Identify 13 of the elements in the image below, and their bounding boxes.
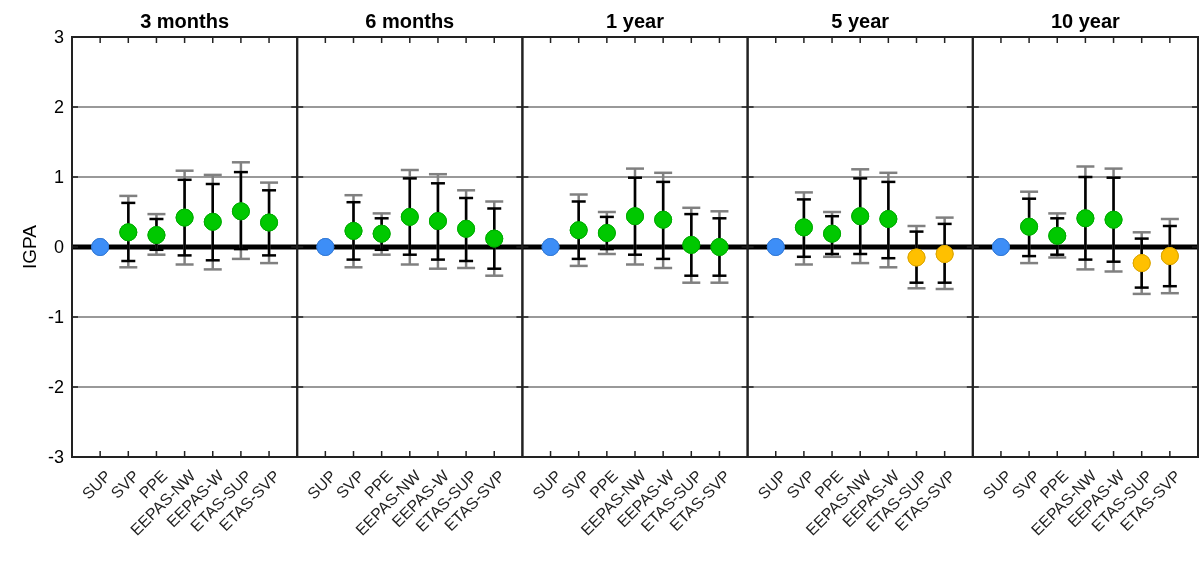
y-tick-label: 1 <box>53 167 64 188</box>
y-tick-label: 0 <box>53 237 64 258</box>
y-tick-label: 3 <box>53 27 64 48</box>
chart-title: 5 year <box>831 10 890 32</box>
y-tick-label: 2 <box>53 97 64 118</box>
y-tick-label: -3 <box>47 447 64 468</box>
chart-title: 10 year <box>1050 10 1121 32</box>
chart-title: 3 months <box>140 10 230 32</box>
chart-title: 6 months <box>365 10 455 32</box>
y-axis-title: IGPA <box>19 224 40 269</box>
chart-title: 1 year <box>606 10 665 32</box>
y-tick-label: -2 <box>47 377 64 398</box>
y-tick-label: -1 <box>47 307 64 328</box>
